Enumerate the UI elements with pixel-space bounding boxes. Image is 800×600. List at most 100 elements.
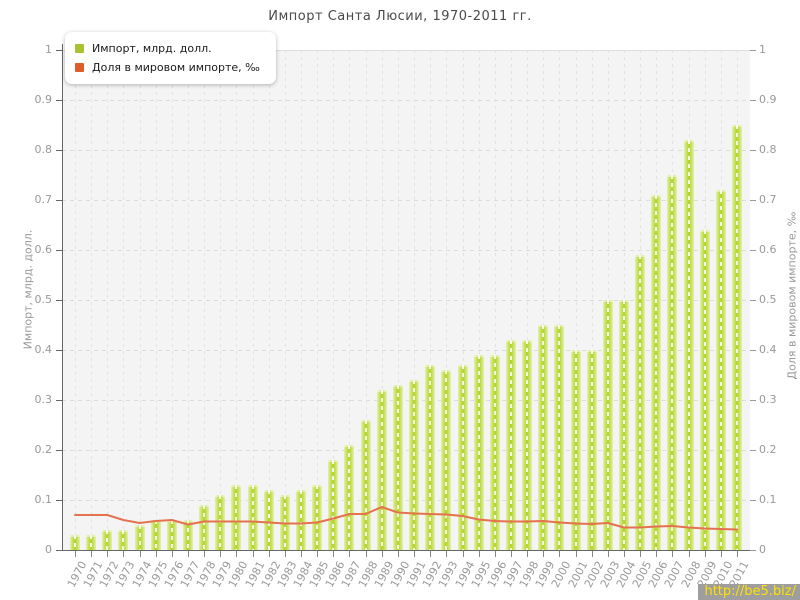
bar-1996[interactable] xyxy=(489,355,500,550)
bar-2008[interactable] xyxy=(683,140,694,550)
x-axis-tick xyxy=(446,551,448,557)
x-axis-tick xyxy=(155,551,157,557)
y-axis-right-label: 0.1 xyxy=(759,493,777,506)
plot-area xyxy=(62,50,750,550)
y-axis-left-label: 0.4 xyxy=(34,343,53,356)
y-axis-left-tick xyxy=(56,300,62,301)
bar-2007[interactable] xyxy=(667,175,678,550)
bar-center-dash xyxy=(154,520,157,550)
x-axis-tick xyxy=(591,551,593,557)
bar-1971[interactable] xyxy=(86,535,97,550)
x-axis-tick xyxy=(123,551,125,557)
v-gridline xyxy=(236,50,238,550)
v-gridline xyxy=(446,50,448,550)
v-gridline xyxy=(462,50,464,550)
bar-1997[interactable] xyxy=(505,340,516,550)
legend-label-share: Доля в мировом импорте, ‰ xyxy=(92,61,260,74)
bar-1978[interactable] xyxy=(199,505,210,550)
bar-1977[interactable] xyxy=(183,520,194,550)
h-gridline xyxy=(62,400,750,401)
bar-1973[interactable] xyxy=(118,530,129,550)
bar-1994[interactable] xyxy=(457,365,468,550)
bar-2000[interactable] xyxy=(554,325,565,550)
x-axis-tick xyxy=(623,551,625,557)
x-axis-tick xyxy=(75,551,76,557)
x-axis-tick xyxy=(430,551,432,557)
bar-2011[interactable] xyxy=(731,125,742,550)
y-axis-right-tick xyxy=(750,550,756,551)
x-axis-tick xyxy=(107,551,109,557)
bar-center-dash xyxy=(138,525,141,550)
bar-2010[interactable] xyxy=(715,190,726,550)
bar-center-dash xyxy=(348,445,351,550)
v-gridline xyxy=(575,50,577,550)
bar-1995[interactable] xyxy=(473,355,484,550)
bar-2003[interactable] xyxy=(602,300,613,550)
bar-1974[interactable] xyxy=(134,525,145,550)
y-axis-left-tick xyxy=(56,100,62,101)
v-gridline xyxy=(527,50,529,550)
y-axis-right-tick xyxy=(750,500,756,501)
bar-1998[interactable] xyxy=(522,340,533,550)
bar-center-dash xyxy=(493,355,496,550)
share-line xyxy=(74,506,738,531)
bar-2009[interactable] xyxy=(699,230,710,550)
chart-title: Импорт Санта Люсии, 1970-2011 гг. xyxy=(268,9,532,24)
y-axis-left-title: Импорт, млрд. долл. xyxy=(21,229,35,350)
bar-1984[interactable] xyxy=(296,490,307,550)
bar-2002[interactable] xyxy=(586,350,597,550)
bar-center-dash xyxy=(703,230,706,550)
bar-1972[interactable] xyxy=(102,530,113,550)
watermark-link[interactable]: http://be5.biz/ xyxy=(704,584,796,599)
bar-2001[interactable] xyxy=(570,350,581,550)
bar-center-dash xyxy=(687,140,690,550)
bar-center-dash xyxy=(235,485,238,550)
bar-1986[interactable] xyxy=(328,460,339,550)
x-axis-tick xyxy=(220,551,222,557)
bar-center-dash xyxy=(332,460,335,550)
bar-center-dash xyxy=(90,535,93,550)
bar-1985[interactable] xyxy=(312,485,323,550)
y-axis-right-label: 0.4 xyxy=(759,343,777,356)
x-axis-tick xyxy=(397,551,399,557)
y-axis-right-tick xyxy=(750,250,756,251)
bar-1991[interactable] xyxy=(409,380,420,550)
bar-1982[interactable] xyxy=(263,490,274,550)
bar-1981[interactable] xyxy=(247,485,258,550)
legend-item-import[interactable]: Импорт, млрд. долл. xyxy=(75,39,260,58)
h-gridline xyxy=(62,50,750,51)
bar-center-dash xyxy=(622,300,625,550)
bar-1970[interactable] xyxy=(70,535,80,550)
bar-2006[interactable] xyxy=(651,195,662,550)
bar-1990[interactable] xyxy=(392,385,403,550)
bar-1999[interactable] xyxy=(538,325,549,550)
y-axis-right-label: 0.8 xyxy=(759,143,777,156)
y-axis-left-tick xyxy=(56,200,62,201)
bar-2005[interactable] xyxy=(635,255,646,550)
bar-center-dash xyxy=(606,300,609,550)
bar-2004[interactable] xyxy=(618,300,629,550)
v-gridline xyxy=(204,50,206,550)
y-axis-right-tick xyxy=(750,450,756,451)
bar-1987[interactable] xyxy=(344,445,355,550)
bar-1989[interactable] xyxy=(376,390,387,550)
x-axis-tick xyxy=(284,551,286,557)
v-gridline xyxy=(591,50,593,550)
bar-1988[interactable] xyxy=(360,420,371,550)
h-gridline xyxy=(62,300,750,301)
x-axis-line xyxy=(62,550,751,551)
bar-center-dash xyxy=(396,385,399,550)
v-gridline xyxy=(510,50,512,550)
y-axis-right-tick xyxy=(750,200,756,201)
v-gridline xyxy=(220,50,222,550)
x-axis-tick xyxy=(640,551,642,557)
bar-1992[interactable] xyxy=(425,365,436,550)
v-gridline xyxy=(559,50,561,550)
v-gridline xyxy=(139,50,141,550)
legend-item-share[interactable]: Доля в мировом импорте, ‰ xyxy=(75,58,260,77)
x-axis-tick xyxy=(381,551,383,557)
v-gridline xyxy=(91,50,93,550)
bar-center-dash xyxy=(187,520,190,550)
bar-1993[interactable] xyxy=(441,370,452,550)
bar-1980[interactable] xyxy=(231,485,242,550)
